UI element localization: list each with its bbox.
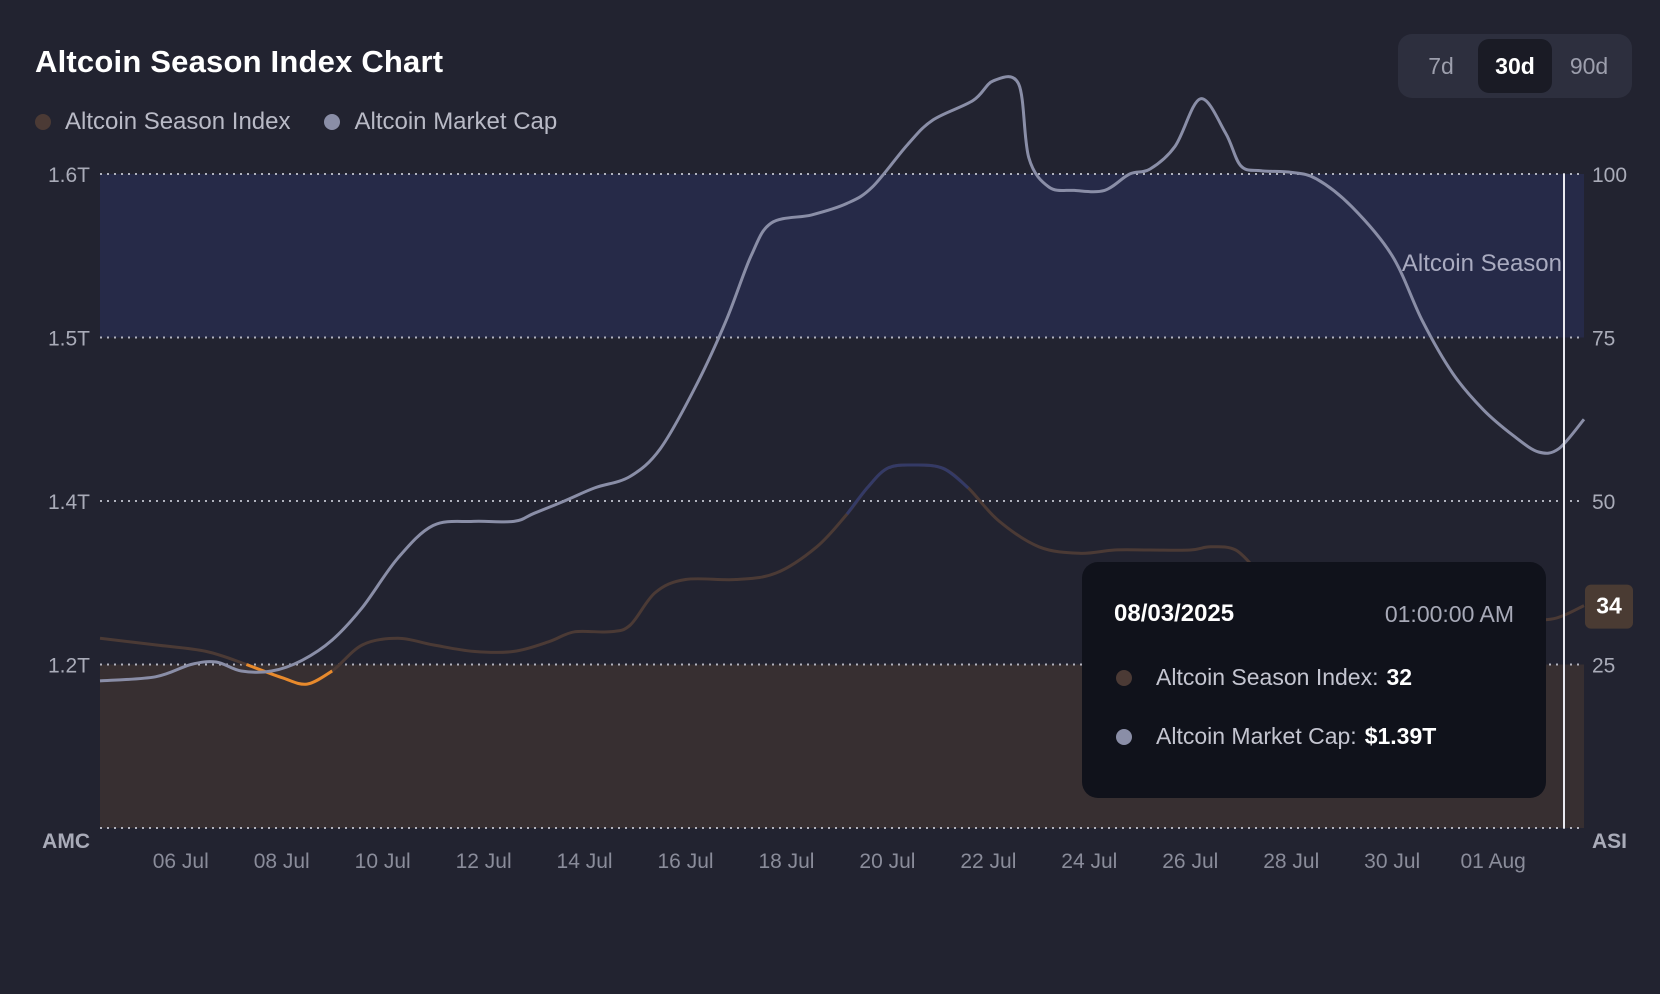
legend-label-mcap: Altcoin Market Cap	[354, 108, 558, 135]
series-line-asi-high-highlight	[845, 463, 970, 516]
x-axis-tick: 06 Jul	[153, 850, 209, 873]
range-switch: 7d 30d 90d	[1398, 34, 1632, 98]
x-axis-tick: 14 Jul	[557, 850, 613, 873]
right-axis-tick: 25	[1592, 655, 1615, 678]
legend-dot-mcap	[324, 114, 341, 130]
x-axis-tick: 22 Jul	[960, 850, 1016, 873]
left-axis-label: AMC	[42, 830, 90, 853]
chart-tooltip: 08/03/2025 01:00:00 AM Altcoin Season In…	[1082, 562, 1546, 798]
left-axis-tick: 1.5T	[48, 328, 90, 351]
legend-dot-asi	[35, 114, 51, 130]
tooltip-label-asi: Altcoin Season Index:	[1156, 664, 1379, 690]
range-7d-button[interactable]: 7d	[1428, 52, 1454, 79]
x-axis-tick: 16 Jul	[658, 850, 714, 873]
x-axis-tick: 28 Jul	[1263, 850, 1319, 873]
legend-item-asi[interactable]: Altcoin Season Index	[35, 108, 290, 136]
left-axis-tick: 1.4T	[48, 491, 90, 514]
current-value-badge	[1585, 584, 1633, 629]
tooltip-value-mcap: $1.39T	[1364, 723, 1437, 749]
legend-label-asi: Altcoin Season Index	[65, 108, 291, 135]
tooltip-dot-asi	[1116, 669, 1132, 686]
tooltip-time: 01:00:00 AM	[1384, 600, 1514, 627]
chart-title: Altcoin Season Index Chart	[35, 44, 444, 79]
x-axis-tick: 26 Jul	[1162, 850, 1218, 873]
altcoin-season-band	[100, 174, 1584, 338]
right-axis-label: ASI	[1592, 830, 1627, 853]
right-axis-tick: 100	[1592, 164, 1627, 187]
x-axis-tick: 24 Jul	[1061, 850, 1117, 873]
right-axis-tick: 75	[1592, 328, 1615, 351]
left-axis-ticks: 1.6T 1.5T 1.4T 1.2T	[48, 164, 90, 678]
altcoin-season-label: Altcoin Season	[1402, 250, 1562, 277]
x-axis-ticks: 06 Jul 08 Jul 10 Jul 12 Jul 14 Jul 16 Jul 18 J…	[153, 850, 1526, 873]
x-axis-tick: 12 Jul	[456, 850, 512, 873]
left-axis-tick: 1.6T	[48, 164, 90, 187]
current-value-badge-label: 34	[1596, 593, 1622, 619]
x-axis-tick: 08 Jul	[254, 850, 310, 873]
left-axis-tick: 1.2T	[48, 655, 90, 678]
tooltip-row-asi: Altcoin Season Index: 32	[1114, 664, 1514, 691]
tooltip-date: 08/03/2025	[1114, 600, 1235, 627]
tooltip-label-mcap: Altcoin Market Cap:	[1156, 723, 1357, 749]
range-30d-button[interactable]: 30d	[1478, 39, 1552, 93]
tooltip-value-asi: 32	[1386, 664, 1413, 690]
x-axis-tick: 10 Jul	[355, 850, 411, 873]
chart-legend: Altcoin Season Index Altcoin Market Cap	[35, 108, 557, 136]
x-axis-tick: 01 Aug	[1460, 850, 1525, 873]
tooltip-row-mcap: Altcoin Market Cap: $1.39T	[1114, 723, 1514, 750]
range-90d-button[interactable]: 90d	[1569, 52, 1609, 79]
right-axis-tick: 50	[1592, 491, 1615, 514]
series-line-mcap	[99, 75, 1586, 683]
x-axis-tick: 30 Jul	[1364, 850, 1420, 873]
x-axis-tick: 20 Jul	[859, 850, 915, 873]
right-axis-ticks: 100 75 50 25	[1592, 164, 1627, 678]
legend-item-mcap[interactable]: Altcoin Market Cap	[324, 108, 557, 136]
grid-lines	[100, 173, 1584, 829]
x-axis-tick: 18 Jul	[758, 850, 814, 873]
tooltip-dot-mcap	[1116, 728, 1132, 745]
